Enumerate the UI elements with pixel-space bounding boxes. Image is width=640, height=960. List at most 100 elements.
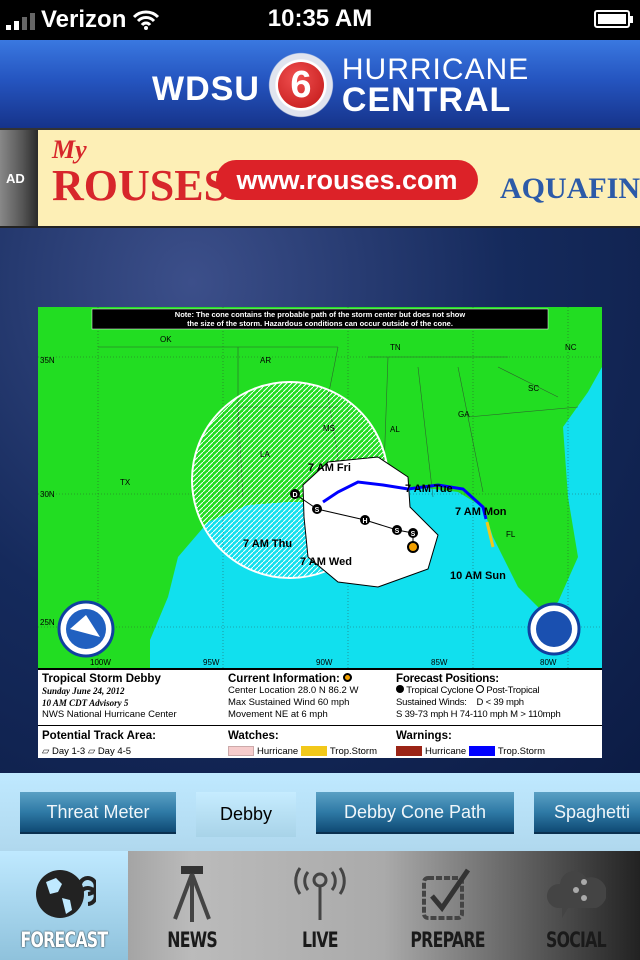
state-label: AL [390,425,400,434]
forecast-label: 7 AM Fri [308,462,351,474]
nws-logo [57,600,115,658]
logo-line2: CENTRAL [341,81,512,119]
issuer: NWS National Hurricane Center [42,709,177,720]
day13-icon: ▱ [42,746,50,757]
map-legend: Tropical Storm Debby Sunday June 24, 201… [38,668,602,758]
forecast-label: 7 AM Wed [300,556,352,568]
battery-icon [594,10,633,28]
app-header: WDSU 6 HURRICANE CENTRAL [0,40,640,128]
advisory: 10 AM CDT Advisory 5 [42,698,129,708]
wifi-icon [133,10,160,30]
lat-label: 30N [40,490,55,499]
logo-number: 6 [277,62,324,108]
lon-label: 85W [431,658,448,667]
marker-label: H [362,518,367,525]
d-definition: D < 39 mph [476,697,525,708]
camera-tripod-icon [173,866,211,922]
shm-definition: S 39-73 mph H 74-110 mph M > 110mph [396,709,561,720]
track-point [290,489,300,499]
state-label: FL [506,530,516,539]
current-title: Current Information: [228,673,340,685]
nav-forecast[interactable]: FORECAST [0,851,128,960]
nav-label: LIVE [302,928,339,952]
day45-label: Day 4-5 [97,746,132,757]
rouses-my: My [52,135,87,164]
post-tropical-icon [475,685,484,693]
forecast-label: 7 AM Mon [455,506,507,518]
map-graphic: D S H S S 7 AM Fri 7 AM Tue 7 AM Mon 7 A… [38,307,602,668]
tropical-cyclone-label: Tropical Cyclone [406,685,474,696]
state-label: AR [260,356,271,365]
nav-label: SOCIAL [546,928,607,952]
nav-news[interactable]: NEWS [128,851,256,960]
nav-label: FORECAST [20,928,109,952]
warnings-title: Warnings: [396,730,452,742]
state-label: OK [160,335,172,344]
storm-tabs: Threat Meter Debby Debby Cone Path Spagh… [0,773,640,851]
forecast-label: 7 AM Tue [405,483,453,495]
hurricane-watch-label: Hurricane [257,746,299,757]
watch-line [485,521,495,548]
rouses-name: ROUSES [52,161,229,210]
tab-threat-meter[interactable]: Threat Meter [20,792,176,834]
forecast-title: Forecast Positions: [396,673,499,685]
track-title: Potential Track Area: [42,730,156,742]
marker-label: S [395,528,400,535]
note-box [91,308,549,330]
logo-wdsu: WDSU [152,69,260,108]
nav-label: NEWS [167,928,217,952]
tab-spaghetti[interactable]: Spaghetti [534,792,640,834]
marker-label: S [315,507,320,514]
sustained-label: Sustained Winds: [396,697,467,708]
cone-map: D S H S S 7 AM Fri 7 AM Tue 7 AM Mon 7 A… [38,307,602,758]
lat-label: 25N [40,618,55,627]
logo-line1: HURRICANE [341,53,530,86]
day13-label: Day 1-3 [51,746,86,757]
lon-label: 95W [203,658,220,667]
nav-social[interactable]: SOCIAL [512,851,640,960]
signal-icon [6,10,35,30]
current-position-icon [343,673,353,682]
storm-date: Sunday June 24, 2012 [42,686,125,696]
state-label: MS [323,424,335,433]
map-note-1: Note: The cone contains the probable pat… [175,310,466,319]
carrier: Verizon [41,6,127,33]
ts-warning-label: Trop.Storm [497,746,545,757]
hurricane-warning-label: Hurricane [425,746,467,757]
track-point [408,528,418,538]
forecast-label: 10 AM Sun [450,570,506,582]
storm-name: Tropical Storm Debby [42,673,161,685]
antenna-icon [294,867,346,920]
ad-url[interactable]: www.rouses.com [216,160,478,200]
track-point [360,515,370,525]
tab-debby-cone-path[interactable]: Debby Cone Path [316,792,514,834]
post-tropical-label: Post-Tropical [486,685,540,696]
forecast-label: 7 AM Thu [243,538,292,550]
max-wind: Max Sustained Wind 60 mph [228,697,350,708]
lon-label: 100W [90,658,111,667]
marker-label: S [411,531,416,538]
tab-debby[interactable]: Debby [196,792,296,837]
rouses-logo: My ROUSES [52,136,228,208]
clock: 10:35 AM [267,5,373,32]
ts-watch-label: Trop.Storm [329,746,377,757]
hurricane-6-icon: 6 [263,48,338,122]
checkbox-icon [422,868,471,920]
cloud-share-icon [547,871,606,918]
nav-live[interactable]: LIVE [256,851,384,960]
hurricane-warning-swatch [396,746,422,757]
track-point [392,525,402,535]
state-label: NC [565,343,577,352]
nav-label: PREPARE [410,928,486,952]
lon-label: 90W [316,658,333,667]
state-label: TX [120,478,131,487]
center-location: Center Location 28.0 N 86.2 W [228,685,359,696]
current-position [407,541,419,553]
nav-prepare[interactable]: PREPARE [384,851,512,960]
ts-watch-swatch [300,746,327,757]
track-point [312,504,322,514]
lat-label: 35N [40,356,55,365]
bottom-nav: FORECAST NEWS LIVE PREPARE SOCIAL [0,851,640,960]
ad-tag: AD [0,130,38,226]
